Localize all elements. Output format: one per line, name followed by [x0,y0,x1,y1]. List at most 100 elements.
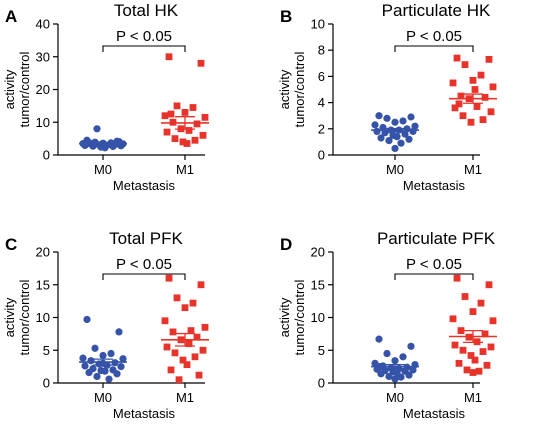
data-point-m0 [399,117,407,125]
y-axis-label-line-2: tumor/control [17,279,32,355]
data-point-m0 [113,370,121,378]
data-point-m0 [399,353,407,361]
data-point-m1 [197,59,205,67]
data-point-m1 [485,281,493,289]
data-point-m1 [489,317,497,325]
data-point-m0 [405,135,413,143]
data-point-m1 [451,104,459,112]
data-point-m1 [193,120,201,128]
x-axis-label: Metastasis [113,406,176,421]
data-point-m0 [391,144,399,153]
data-point-m0 [385,136,393,145]
data-point-m1 [161,112,169,120]
data-point-m1 [457,92,465,100]
data-point-m1 [197,281,205,289]
chart-title: Particulate HK [382,1,491,20]
y-tick-label: 2 [318,121,325,136]
data-point-m1 [459,346,467,354]
chart-panel-D: D Particulate PFK activity tumor/control 0 5 1… [277,229,497,421]
data-point-m1 [179,356,187,364]
data-point-m1 [451,341,459,349]
data-point-m1 [171,349,179,357]
data-point-m1 [165,274,173,282]
data-point-m0 [79,354,87,362]
y-tick-label: 0 [43,148,50,163]
data-point-m0 [101,144,109,152]
data-point-m0 [93,372,101,381]
data-point-m0 [397,373,405,381]
panel-letter: B [280,7,292,26]
data-point-m1 [171,135,179,143]
data-point-m0 [87,357,95,365]
data-point-m1 [181,304,189,312]
y-tick-label: 5 [318,343,325,358]
significance-label: P < 0.05 [116,256,172,273]
data-point-m0 [373,127,381,136]
y-tick-label: 30 [36,49,50,64]
data-point-m0 [119,355,127,363]
y-tick-label: 6 [318,69,325,84]
data-point-m0 [375,335,383,343]
data-point-m1 [473,103,481,110]
data-point-m1 [461,293,469,300]
data-point-m1 [201,113,209,121]
data-point-m0 [391,357,399,365]
significance-bracket [394,273,474,280]
x-axis-label: Metastasis [403,178,466,193]
y-tick-label: 0 [318,376,325,391]
data-point-m0 [371,121,379,129]
data-point-m0 [85,138,93,147]
data-point-m1 [461,61,469,69]
y-tick-label: 15 [311,277,325,292]
significance-bracket [102,45,186,52]
data-point-m0 [83,315,91,324]
data-point-m0 [85,368,93,377]
data-point-m1 [453,54,461,62]
data-point-m1 [163,343,171,351]
data-point-m1 [455,100,463,108]
x-tick-label-m0: M0 [94,390,112,405]
y-axis-label-line-1: activity [277,297,292,337]
data-point-m1 [489,83,497,91]
data-point-m1 [477,299,485,307]
y-axis-label-line-1: activity [277,69,292,109]
data-point-m0 [393,133,401,141]
data-point-m0 [383,349,391,358]
y-tick-label: 4 [318,95,325,110]
data-point-m1 [453,274,461,282]
data-point-m0 [383,114,391,122]
data-point-m0 [101,367,109,375]
data-point-m1 [471,86,479,93]
data-point-m1 [185,127,193,134]
data-point-m1 [479,348,487,355]
data-point-m0 [407,113,415,121]
chart-panel-A: A Total HK activity tumor/control 0 10 20 30 40 M… [2,1,209,193]
data-point-m1 [165,53,173,61]
x-tick-label-m1: M1 [464,390,482,405]
data-point-m1 [483,361,491,369]
data-point-m0 [391,118,399,126]
data-point-m1 [185,340,193,348]
y-tick-label: 10 [36,310,50,325]
data-point-m1 [469,369,477,376]
data-point-m1 [487,343,495,351]
data-point-m0 [375,112,383,120]
chart-title: Total HK [114,1,179,20]
data-point-m0 [99,351,107,360]
data-point-m1 [481,330,489,338]
y-axis-label-line-2: tumor/control [292,279,307,355]
panel-letter: D [280,235,292,254]
data-point-m1 [181,109,189,116]
y-tick-label: 0 [318,148,325,163]
data-point-m1 [457,327,465,334]
x-axis-label: Metastasis [403,406,466,421]
data-point-m0 [107,349,115,358]
data-point-m1 [479,116,487,124]
data-point-m0 [377,370,385,378]
data-point-m1 [469,76,477,84]
data-point-m1 [183,361,191,369]
y-axis-label-line-1: activity [2,69,17,109]
data-point-m0 [105,375,113,383]
y-tick-label: 8 [318,43,325,58]
chart-title: Total PFK [109,229,183,248]
